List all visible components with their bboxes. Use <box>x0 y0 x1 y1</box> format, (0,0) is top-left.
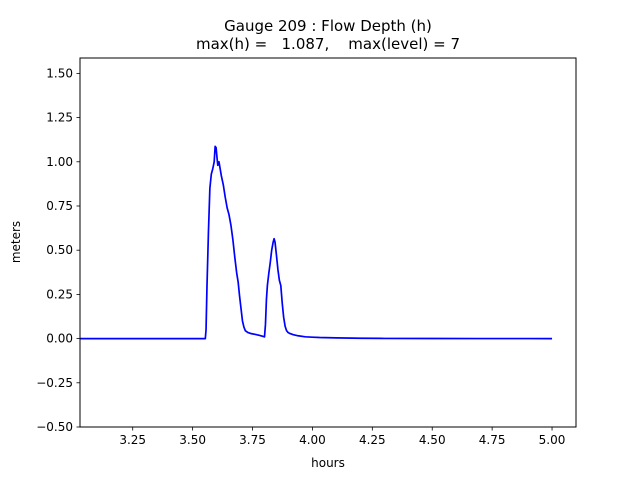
y-tick-label: 0.00 <box>46 332 73 346</box>
x-tick-label: 3.25 <box>119 433 146 447</box>
series-line <box>80 145 553 340</box>
x-tick-label: 5.00 <box>539 433 566 447</box>
chart-title-line1: Gauge 209 : Flow Depth (h) <box>224 17 432 35</box>
x-tick-label: 3.50 <box>179 433 206 447</box>
y-tick-label: −0.50 <box>36 420 73 434</box>
x-tick-label: 4.75 <box>479 433 506 447</box>
x-tick-label: 4.50 <box>419 433 446 447</box>
x-axis-label: hours <box>311 456 345 470</box>
x-tick-label: 4.00 <box>299 433 326 447</box>
y-tick-label: 0.25 <box>46 287 73 301</box>
y-tick-label: 0.75 <box>46 199 73 213</box>
y-axis-label: meters <box>9 221 23 263</box>
y-tick-label: 0.50 <box>46 243 73 257</box>
y-tick-label: −0.25 <box>36 376 73 390</box>
chart-title-line2: max(h) = 1.087, max(level) = 7 <box>196 35 460 53</box>
x-tick-label: 4.25 <box>359 433 386 447</box>
y-tick-label: 1.00 <box>46 155 73 169</box>
plot-frame <box>79 57 577 428</box>
y-tick-label: 1.50 <box>46 66 73 80</box>
x-tick-label: 3.75 <box>239 433 266 447</box>
y-tick-label: 1.25 <box>46 111 73 125</box>
